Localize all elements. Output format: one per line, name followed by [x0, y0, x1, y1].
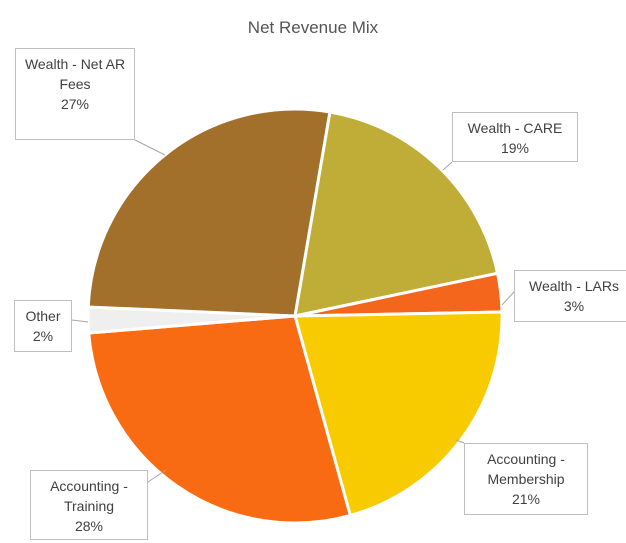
- label-category: Wealth - LARs: [529, 278, 619, 294]
- leader-line: [442, 161, 453, 171]
- label-value: 21%: [511, 491, 541, 507]
- data-label: Accounting - Membership 21%: [464, 443, 588, 515]
- label-category: Wealth - Net AR Fees: [24, 56, 126, 92]
- leader-line: [455, 439, 465, 444]
- leader-line: [147, 469, 167, 483]
- label-value: 27%: [60, 96, 90, 112]
- leader-line: [134, 139, 166, 156]
- data-label: Wealth - LARs 3%: [514, 270, 626, 322]
- data-label: Wealth - Net AR Fees 27%: [15, 48, 135, 140]
- pie-slice: [86, 107, 332, 318]
- label-category: Wealth - CARE: [467, 120, 563, 136]
- leader-line: [501, 291, 515, 306]
- label-value: 2%: [32, 328, 54, 344]
- data-label: Wealth - CARE 19%: [452, 112, 578, 162]
- label-category: Other: [25, 308, 61, 324]
- pie-slice: [293, 110, 500, 318]
- pie-slice: [293, 310, 504, 518]
- label-category: Accounting - Training: [50, 478, 128, 514]
- data-label: Other 2%: [14, 300, 72, 352]
- pie-slice: [87, 314, 353, 525]
- data-label: Accounting - Training 28%: [30, 470, 148, 540]
- label-category: Accounting - Membership: [487, 451, 565, 487]
- label-value: 3%: [563, 298, 585, 314]
- leader-line: [71, 319, 89, 323]
- chart-title: Net Revenue Mix: [247, 18, 379, 37]
- label-value: 19%: [500, 140, 530, 156]
- label-value: 28%: [74, 518, 104, 534]
